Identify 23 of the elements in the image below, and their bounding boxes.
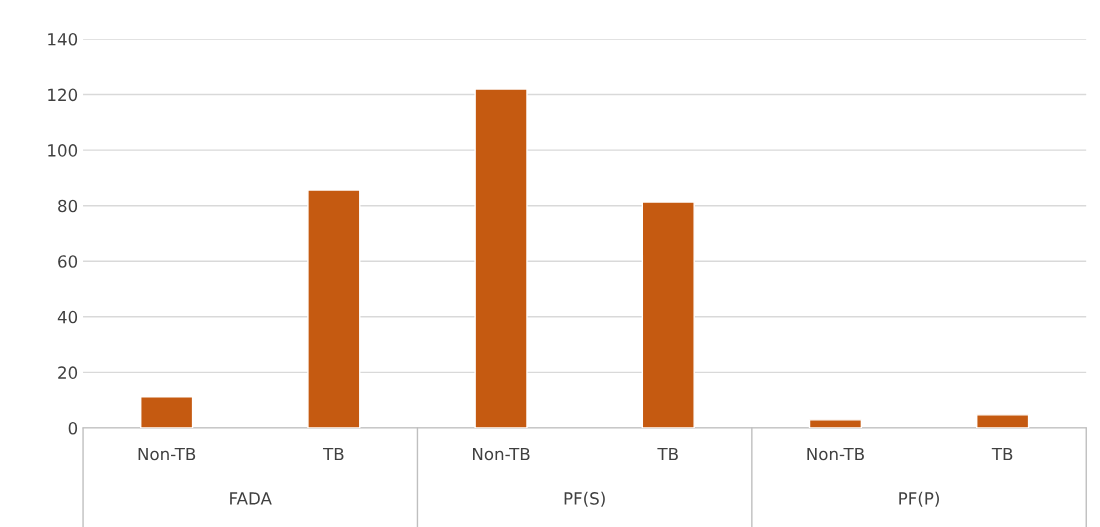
y-tick-label: 140 [48,32,78,46]
y-tick-label: 60 [58,255,78,268]
y-tick-label: 40 [57,310,78,324]
y-tick-label: 80 [58,199,78,213]
y-tick-label: 100 [48,144,78,157]
bar [808,419,863,428]
bar [976,414,1030,428]
bar [474,88,528,428]
text: FADA [230,492,272,505]
y-tick-label: 20 [58,366,78,379]
bar [641,201,695,428]
x-tick-label: Non-TB [473,447,530,461]
x-tick-label: TB [322,447,344,461]
bar [307,189,361,428]
x-tick-label: Non-TB [138,447,196,461]
x-tick-label: TB [991,447,1013,461]
y-tick-label: 0 [68,421,78,435]
x-tick-label: TB [657,447,678,461]
y-tick-label: 120 [48,88,78,102]
text: PF(P) [899,491,939,507]
text: PF(S) [564,491,605,507]
x-tick-label: Non-TB [807,447,864,461]
bar [140,396,194,428]
